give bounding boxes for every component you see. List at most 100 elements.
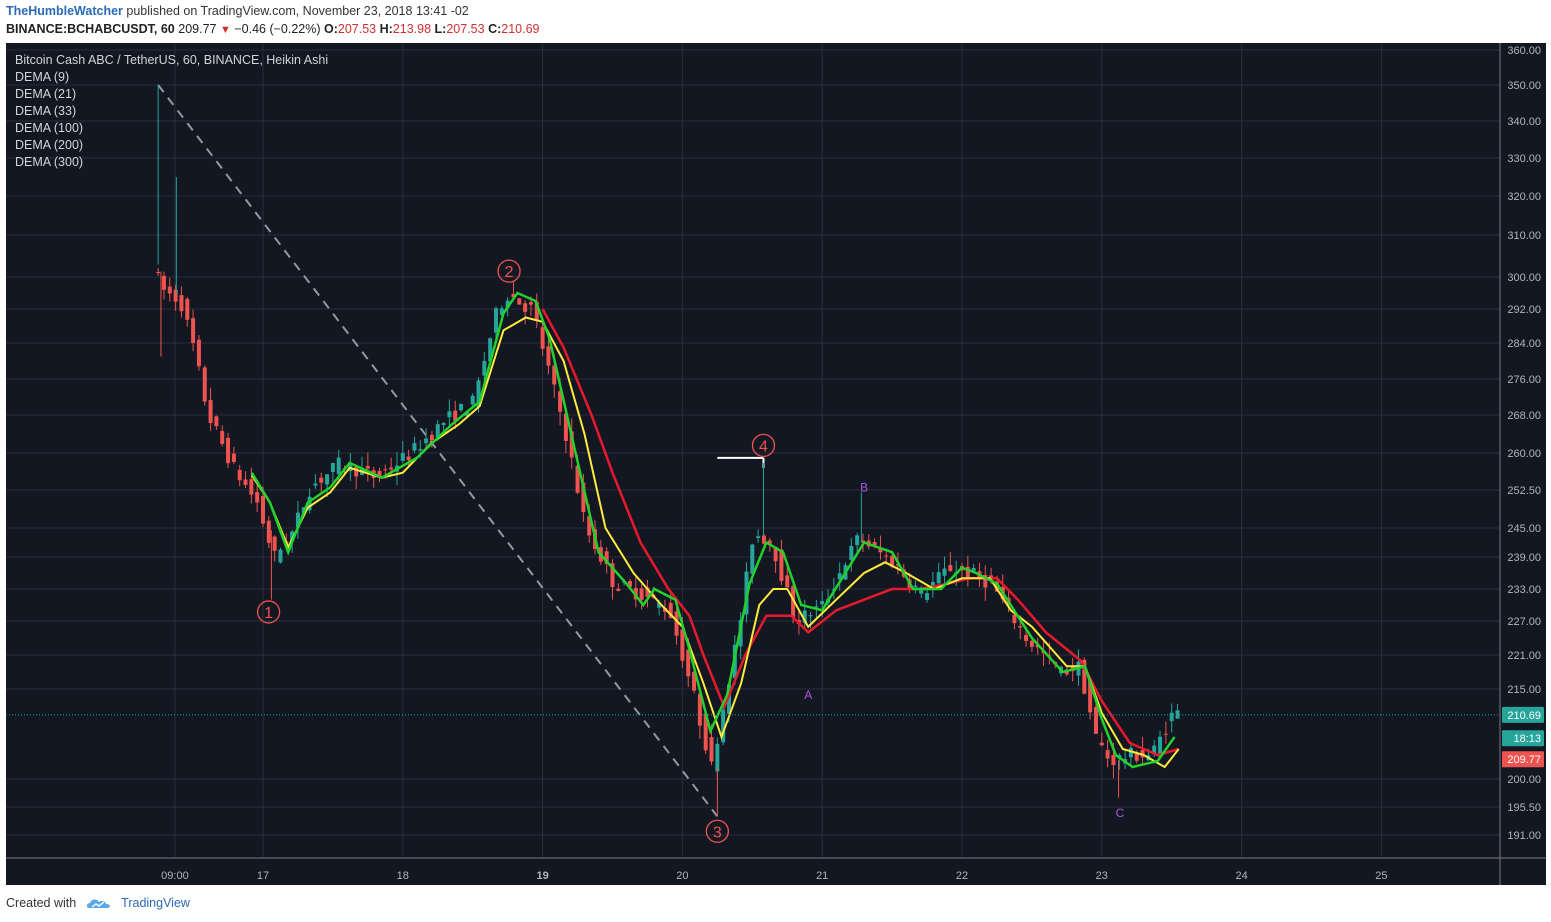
time-tick-label: 21	[816, 870, 828, 882]
candle-body	[156, 272, 161, 274]
candle-body	[1175, 710, 1180, 719]
high-value: 213.98	[392, 22, 432, 36]
close-label: C:	[488, 22, 502, 36]
candle-body	[860, 540, 865, 543]
candle-body	[779, 549, 784, 581]
candle-body	[231, 453, 236, 462]
time-tick-label: 09:00	[161, 870, 189, 882]
last-price: 209.77	[178, 22, 217, 36]
candle-body	[261, 495, 265, 524]
price-tick-label: 310.00	[1507, 230, 1541, 242]
tradingview-link[interactable]: TradingView	[121, 896, 190, 910]
dema-lines	[250, 291, 1180, 769]
indicator-legend-item: DEMA (200)	[15, 138, 83, 152]
candle-body	[575, 465, 580, 493]
price-tick-label: 195.50	[1507, 802, 1541, 814]
candle-body	[243, 479, 248, 485]
candle-body	[587, 516, 592, 536]
candle-body	[377, 470, 382, 477]
indicator-legend-item: DEMA (9)	[15, 70, 69, 84]
candle-body	[773, 546, 778, 562]
close-value: 210.69	[501, 22, 540, 36]
candle-body	[1024, 634, 1029, 641]
candle-body	[237, 469, 242, 481]
candle-body	[546, 346, 551, 366]
candle-body	[470, 395, 475, 405]
price-tick-label: 215.00	[1507, 684, 1541, 696]
candle-body	[482, 360, 487, 376]
high-label: H:	[379, 22, 393, 36]
wave-label: C	[1116, 806, 1125, 820]
candle-body	[1111, 755, 1116, 766]
candle-body	[721, 709, 726, 743]
candle-body	[511, 293, 516, 298]
down-triangle-icon: ▼	[219, 24, 231, 36]
candle-body	[179, 295, 184, 312]
price-tick-label: 252.50	[1507, 485, 1541, 497]
candle-body	[336, 457, 341, 475]
publish-info: TheHumbleWatcher published on TradingVie…	[6, 4, 469, 18]
candle-body	[552, 365, 557, 385]
candle-body	[657, 602, 662, 608]
candle-body	[208, 400, 213, 424]
candle-body	[942, 568, 947, 576]
candle-body	[727, 684, 731, 714]
time-tick-label: 19	[536, 870, 548, 882]
candle-body	[330, 463, 335, 473]
wave-label-circle	[256, 600, 281, 624]
candle-body	[965, 566, 970, 578]
candle-body	[563, 413, 568, 441]
candle-body	[365, 465, 370, 469]
price-tick-label: 330.00	[1507, 153, 1541, 165]
price-badge-label: 18:13	[1513, 733, 1541, 745]
candle-body	[1128, 747, 1133, 758]
candle-body	[756, 536, 761, 539]
candle-body	[983, 575, 988, 588]
candle-body	[499, 308, 504, 315]
candle-body	[517, 298, 522, 305]
candle-body	[383, 469, 388, 471]
candle-body	[435, 424, 440, 438]
price-tick-label: 233.00	[1507, 584, 1541, 596]
dema-yellow-line	[250, 316, 1180, 769]
low-label: L:	[434, 22, 447, 36]
price-tick-label: 239.00	[1507, 552, 1541, 564]
candle-body	[925, 593, 930, 600]
candle-body	[161, 275, 166, 290]
candle-body	[418, 449, 423, 451]
candle-body	[173, 289, 178, 302]
time-tick-label: 17	[257, 870, 269, 882]
candle-body	[686, 649, 691, 677]
candle-body	[627, 580, 632, 587]
dema-red-line	[541, 308, 1180, 757]
candle-body	[581, 482, 586, 513]
wave-label: 2	[505, 264, 514, 281]
price-tick-label: 227.00	[1507, 616, 1541, 628]
candle-body	[272, 536, 277, 551]
candle-body	[808, 615, 813, 617]
candle-body	[709, 737, 714, 762]
candle-body	[930, 582, 935, 588]
candle-body	[191, 318, 196, 344]
candle-body	[855, 535, 860, 546]
symbol-name: BINANCE:BCHABCUSDT, 60	[6, 22, 175, 36]
candle-body	[971, 567, 976, 572]
price-badge-label: 210.69	[1507, 710, 1541, 722]
wave-label: 4	[759, 438, 768, 455]
author-link[interactable]: TheHumbleWatcher	[6, 4, 123, 18]
candle-body	[400, 453, 405, 461]
candle-body	[645, 587, 650, 597]
price-tick-label: 360.00	[1507, 45, 1541, 57]
candle-body	[1105, 750, 1110, 759]
dema-green-line	[250, 291, 1176, 769]
candle-body	[849, 545, 854, 560]
candle-body	[761, 535, 766, 544]
candle-body	[325, 474, 330, 485]
candle-body	[872, 542, 877, 546]
candle-body	[167, 286, 172, 294]
candle-body	[569, 431, 574, 458]
price-tick-label: 284.00	[1507, 338, 1541, 350]
candle-body	[703, 713, 708, 751]
candle-body	[505, 300, 510, 308]
